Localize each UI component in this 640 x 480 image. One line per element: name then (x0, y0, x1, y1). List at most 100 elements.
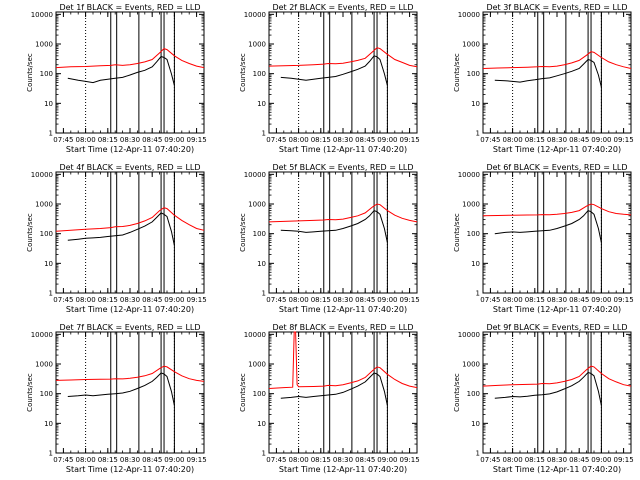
x-tick-label: 08:30 (333, 456, 353, 464)
y-axis-label: Counts/sec (26, 373, 34, 412)
x-tick-label: 09:00 (591, 136, 611, 144)
x-tick-label: 08:00 (76, 456, 96, 464)
chart-panel: Det 1f BLACK = Events, RED = LLD Counts/s… (26, 3, 207, 154)
x-axis-label: Start Time (12-Apr-11 07:40:20) (66, 305, 194, 314)
y-tick-label: 10 (471, 420, 480, 428)
y-tick-label: 10000 (244, 11, 266, 19)
x-tick-label: 08:00 (503, 136, 523, 144)
y-tick-label: 1000 (248, 41, 266, 49)
y-tick-label: 1000 (35, 361, 53, 369)
y-tick-label: 10 (44, 100, 53, 108)
y-tick-label: 10000 (458, 331, 480, 339)
x-tick-label: 08:45 (355, 136, 375, 144)
series-line (67, 372, 175, 406)
chart-title: Det 3f BLACK = Events, RED = LLD (486, 3, 627, 12)
y-tick-label: 1 (476, 450, 480, 458)
x-tick-label: 08:30 (333, 296, 353, 304)
x-axis-label: Start Time (12-Apr-11 07:40:20) (493, 305, 621, 314)
y-tick-label: 1 (49, 130, 53, 138)
series-line (482, 365, 632, 387)
series-line (55, 48, 205, 69)
series-line (494, 210, 602, 243)
y-tick-label: 10 (44, 420, 53, 428)
y-tick-label: 10 (471, 260, 480, 268)
series-line (280, 55, 388, 86)
y-tick-label: 1000 (462, 41, 480, 49)
y-tick-label: 10000 (31, 331, 53, 339)
x-tick-label: 08:15 (98, 136, 118, 144)
x-tick-label: 08:45 (142, 456, 162, 464)
x-tick-label: 09:15 (400, 456, 420, 464)
y-tick-label: 1 (476, 130, 480, 138)
series-line (482, 51, 632, 69)
x-axis-label: Start Time (12-Apr-11 07:40:20) (493, 145, 621, 154)
chart-title: Det 6f BLACK = Events, RED = LLD (486, 163, 627, 172)
y-tick-label: 100 (467, 390, 480, 398)
y-axis-label: Counts/sec (239, 213, 247, 252)
x-tick-label: 08:45 (355, 456, 375, 464)
series-line (280, 210, 388, 243)
y-tick-label: 1000 (35, 41, 53, 49)
series-line (494, 371, 602, 406)
x-tick-label: 07:45 (266, 136, 286, 144)
x-tick-label: 09:00 (377, 296, 397, 304)
x-tick-label: 07:45 (53, 296, 73, 304)
x-tick-label: 08:00 (76, 296, 96, 304)
chart-panel: Det 4f BLACK = Events, RED = LLD Counts/s… (26, 163, 207, 314)
series-line (55, 207, 205, 232)
y-axis-label: Counts/sec (26, 213, 34, 252)
x-tick-label: 08:30 (547, 136, 567, 144)
x-axis-label: Start Time (12-Apr-11 07:40:20) (279, 145, 407, 154)
x-tick-label: 07:45 (480, 456, 500, 464)
y-tick-label: 10 (257, 100, 266, 108)
y-tick-label: 1 (476, 290, 480, 298)
y-tick-label: 1000 (35, 201, 53, 209)
y-tick-label: 10000 (244, 331, 266, 339)
x-tick-label: 09:00 (164, 456, 184, 464)
x-axis-label: Start Time (12-Apr-11 07:40:20) (66, 465, 194, 474)
series-line (280, 372, 388, 406)
y-axis-label: Counts/sec (239, 373, 247, 412)
y-axis-label: Counts/sec (26, 53, 34, 92)
chart-title: Det 8f BLACK = Events, RED = LLD (272, 323, 413, 332)
x-tick-label: 08:00 (76, 136, 96, 144)
x-tick-label: 07:45 (266, 456, 286, 464)
x-tick-label: 08:00 (289, 136, 309, 144)
y-tick-label: 1 (49, 450, 53, 458)
y-axis-label: Counts/sec (239, 53, 247, 92)
x-tick-label: 08:00 (503, 296, 523, 304)
series-line (268, 203, 418, 223)
x-tick-label: 09:00 (591, 296, 611, 304)
x-axis-label: Start Time (12-Apr-11 07:40:20) (279, 305, 407, 314)
chart-panel: Det 9f BLACK = Events, RED = LLD Counts/s… (453, 323, 634, 474)
x-tick-label: 07:45 (53, 456, 73, 464)
y-tick-label: 1000 (462, 361, 480, 369)
plot-frame (268, 11, 418, 134)
x-tick-label: 08:45 (569, 136, 589, 144)
series-line (482, 203, 632, 217)
x-tick-label: 07:45 (266, 296, 286, 304)
x-tick-label: 09:00 (164, 296, 184, 304)
y-axis-label: Counts/sec (453, 53, 461, 92)
x-tick-label: 09:00 (377, 136, 397, 144)
chart-panel: Det 6f BLACK = Events, RED = LLD Counts/s… (453, 163, 634, 314)
x-tick-label: 08:15 (98, 456, 118, 464)
x-axis-label: Start Time (12-Apr-11 07:40:20) (66, 145, 194, 154)
x-tick-label: 08:00 (289, 296, 309, 304)
y-tick-label: 1 (49, 290, 53, 298)
plot-frame (55, 331, 205, 454)
y-tick-label: 1000 (248, 201, 266, 209)
x-axis-label: Start Time (12-Apr-11 07:40:20) (493, 465, 621, 474)
x-tick-label: 08:30 (120, 296, 140, 304)
y-tick-label: 10000 (244, 171, 266, 179)
x-tick-label: 09:15 (187, 136, 207, 144)
y-tick-label: 10 (257, 260, 266, 268)
y-tick-label: 10000 (31, 171, 53, 179)
x-tick-label: 09:00 (164, 136, 184, 144)
x-tick-label: 09:15 (400, 296, 420, 304)
y-tick-label: 10000 (458, 11, 480, 19)
x-tick-label: 07:45 (480, 296, 500, 304)
x-tick-label: 08:15 (98, 296, 118, 304)
x-tick-label: 09:15 (614, 456, 634, 464)
